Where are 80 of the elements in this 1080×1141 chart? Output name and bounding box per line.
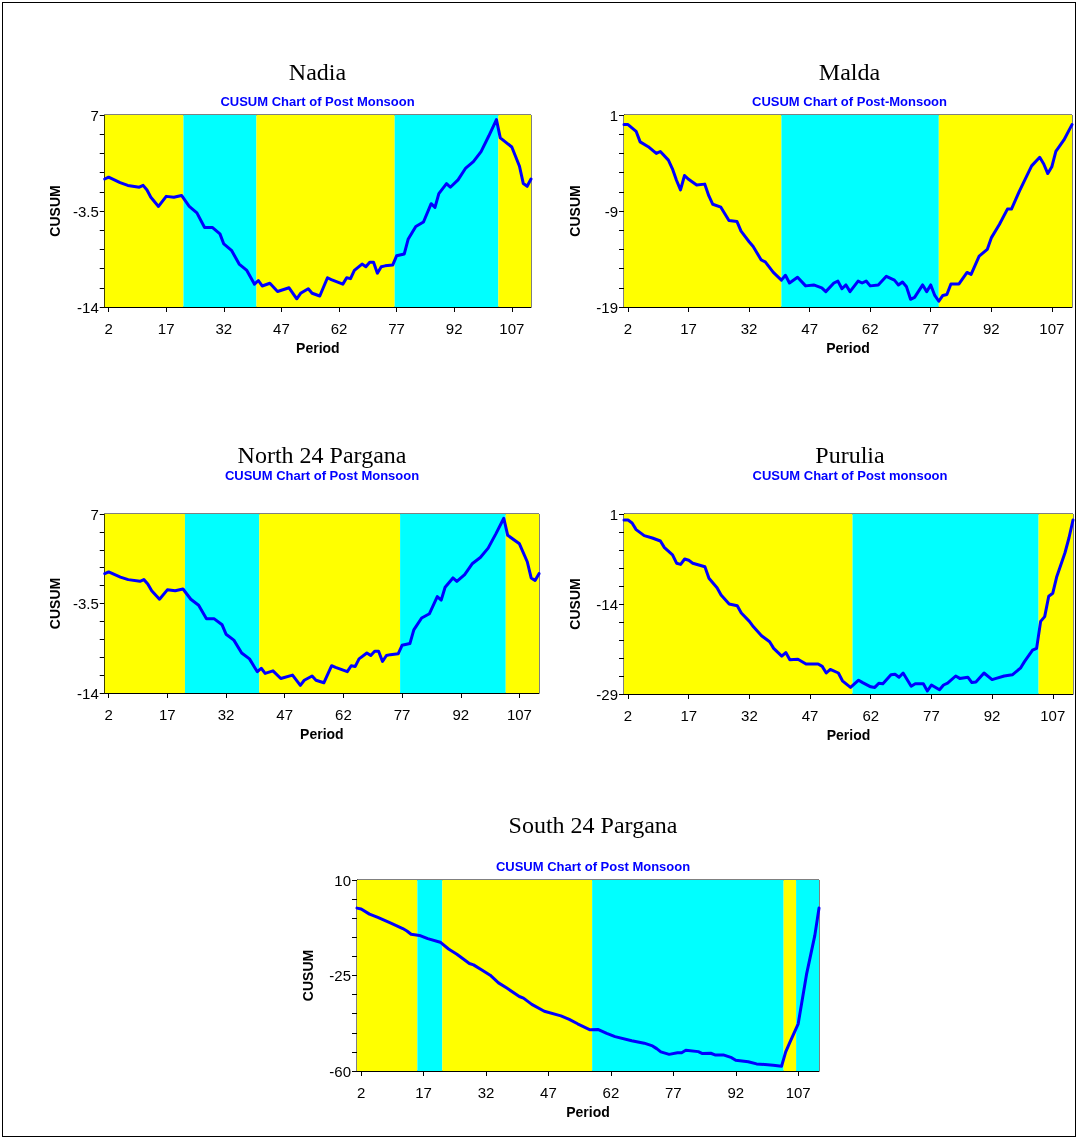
x-axis-title: Period [566,1103,610,1120]
x-tick-label: 47 [273,320,290,337]
x-tick-label: 32 [215,320,233,337]
x-tick-label: 92 [982,320,1000,337]
chart-title: Malda [818,59,881,85]
line-series [103,516,541,687]
y-tick-label: -14 [596,595,618,613]
chart-title: Nadia [288,59,347,85]
y-axis-title: CUSUM [47,185,63,237]
y-tick-label: -14 [77,298,99,316]
y-tick-label: 1 [609,505,618,523]
y-axis-title: CUSUM [567,185,583,237]
y-tick-label: -29 [596,685,618,703]
chart-title: South 24 Pargana [508,812,678,838]
chart-subtitle: CUSUM Chart of Post monsoon [752,468,948,483]
x-tick-label: 77 [393,706,411,723]
y-tick-label: -60 [329,1062,351,1080]
x-tick-label: 2 [356,1084,366,1101]
x-axis-title: Period [826,339,870,356]
x-tick-label: 92 [452,706,470,723]
x-tick-label: 2 [104,320,113,337]
x-axis-title: Period [296,339,340,356]
chart-subtitle: CUSUM Chart of Post Monsoon [220,94,415,109]
x-tick-label: 47 [801,320,818,337]
x-tick-label: 92 [983,707,1001,724]
x-tick-label: 62 [335,706,352,723]
line-series [622,123,1074,303]
y-tick-label: 7 [90,106,99,124]
x-axis-title: Period [300,725,344,742]
chart-subtitle: CUSUM Chart of Post Monsoon [495,859,691,874]
y-tick-label: -19 [596,298,618,316]
y-tick-label: -9 [604,202,618,220]
x-tick-label: 17 [157,320,175,337]
x-tick-label: 47 [540,1084,557,1101]
line-series [103,118,533,301]
y-tick-label: -3.5 [72,202,99,220]
x-tick-label: 62 [330,320,348,337]
y-tick-label: 7 [90,505,99,523]
x-tick-label: 17 [680,707,698,724]
y-tick-label: 10 [334,871,351,889]
x-tick-label: 92 [445,320,463,337]
chart-title: North 24 Pargana [237,442,407,468]
x-tick-label: 62 [861,320,879,337]
x-tick-label: 17 [680,320,697,337]
y-tick-label: -25 [329,967,351,984]
x-tick-label: 17 [159,706,176,723]
y-tick-label: -3.5 [72,595,99,612]
x-tick-label: 2 [623,320,633,337]
chart-title: Purulia [815,442,886,468]
x-tick-label: 47 [276,706,294,723]
x-tick-label: 77 [923,707,940,724]
x-tick-label: 32 [740,320,758,337]
x-tick-label: 32 [741,707,758,724]
x-tick-label: 107 [785,1084,811,1101]
x-tick-label: 2 [104,706,113,723]
x-axis-title: Period [826,726,871,743]
line-series [622,518,1075,693]
x-tick-label: 77 [664,1084,682,1101]
x-tick-label: 32 [217,706,235,723]
x-tick-label: 107 [1040,707,1066,724]
x-tick-label: 47 [801,707,819,724]
x-tick-label: 62 [862,707,880,724]
x-tick-label: 17 [415,1084,432,1101]
chart-subtitle: CUSUM Chart of Post Monsoon [224,468,420,483]
line-series [355,906,821,1068]
x-tick-label: 77 [388,320,405,337]
y-axis-title: CUSUM [47,577,63,630]
x-tick-label: 62 [602,1084,620,1101]
x-tick-label: 92 [727,1084,745,1101]
x-tick-label: 107 [1039,320,1065,337]
x-tick-label: 2 [623,707,633,724]
y-tick-label: -14 [77,684,99,702]
x-tick-label: 77 [922,320,940,337]
y-axis-title: CUSUM [300,949,316,1002]
x-tick-label: 107 [499,320,525,337]
y-axis-title: CUSUM [567,578,583,630]
y-tick-label: 1 [609,106,618,124]
x-tick-label: 107 [506,706,532,723]
x-tick-label: 32 [477,1084,495,1101]
chart-subtitle: CUSUM Chart of Post-Monsoon [752,94,948,109]
